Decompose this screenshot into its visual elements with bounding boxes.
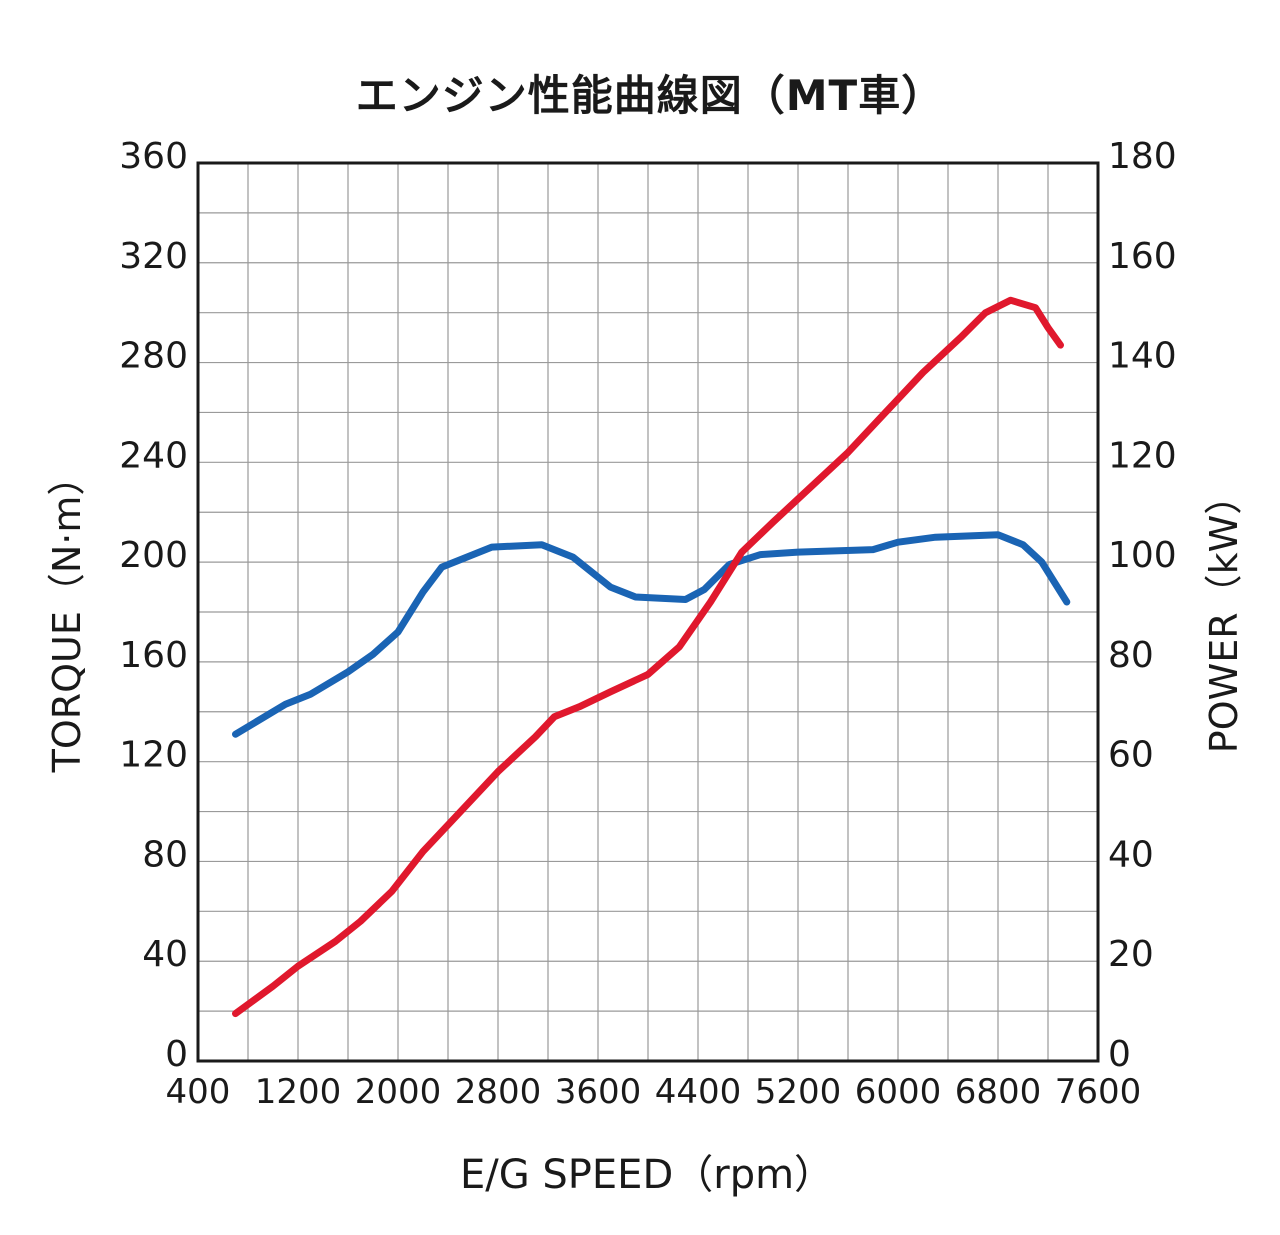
grid-lines xyxy=(198,163,1098,1061)
y-left-tick-label: 320 xyxy=(119,236,188,277)
x-tick-label: 5200 xyxy=(755,1072,842,1112)
power-line xyxy=(232,296,1064,1018)
plot-frame xyxy=(196,161,1100,1063)
y-left-tick-label: 200 xyxy=(119,535,188,576)
y-right-tick-label: 140 xyxy=(1108,336,1177,377)
x-tick-label: 4400 xyxy=(655,1072,742,1112)
y-right-axis-ticks: 0 20 40 60 80 100 120 140 160 180 xyxy=(1108,136,1177,1075)
x-axis-label: E/G SPEED（rpm） xyxy=(460,1152,834,1198)
y-right-tick-label: 160 xyxy=(1108,236,1177,277)
series-lines xyxy=(232,296,1071,1018)
x-tick-label: 400 xyxy=(166,1072,231,1112)
x-tick-label: 6800 xyxy=(955,1072,1042,1112)
chart-title: エンジン性能曲線図（MT車） xyxy=(355,71,945,120)
y-right-tick-label: 40 xyxy=(1108,834,1154,875)
x-tick-label: 2000 xyxy=(355,1072,442,1112)
x-tick-label: 2800 xyxy=(455,1072,542,1112)
x-tick-label: 1200 xyxy=(255,1072,342,1112)
y-right-tick-label: 120 xyxy=(1108,435,1177,476)
y-right-tick-label: 100 xyxy=(1108,535,1177,576)
x-tick-label: 6000 xyxy=(855,1072,942,1112)
y-left-axis-ticks: 0 40 80 120 160 200 240 280 320 360 xyxy=(119,136,188,1075)
y-right-tick-label: 60 xyxy=(1108,735,1154,776)
y-left-tick-label: 160 xyxy=(119,635,188,676)
y-right-axis-label: POWER（kW） xyxy=(1202,477,1246,753)
x-axis-ticks: 400 1200 2000 2800 3600 4400 5200 6000 6800 7600 xyxy=(166,1072,1142,1112)
x-tick-label: 3600 xyxy=(555,1072,642,1112)
y-left-tick-label: 0 xyxy=(165,1034,188,1075)
y-right-tick-label: 180 xyxy=(1108,136,1177,177)
y-right-tick-label: 0 xyxy=(1108,1034,1131,1075)
y-left-tick-label: 280 xyxy=(119,336,188,377)
y-right-tick-label: 80 xyxy=(1108,635,1154,676)
y-right-tick-label: 20 xyxy=(1108,934,1154,975)
y-left-axis-label: TORQUE（N·m） xyxy=(45,458,89,774)
y-left-tick-label: 80 xyxy=(142,834,188,875)
x-tick-label: 7600 xyxy=(1055,1072,1142,1112)
torque-line xyxy=(232,531,1071,738)
y-left-tick-label: 360 xyxy=(119,136,188,177)
y-left-tick-label: 120 xyxy=(119,735,188,776)
y-left-tick-label: 40 xyxy=(142,934,188,975)
y-left-tick-label: 240 xyxy=(119,435,188,476)
